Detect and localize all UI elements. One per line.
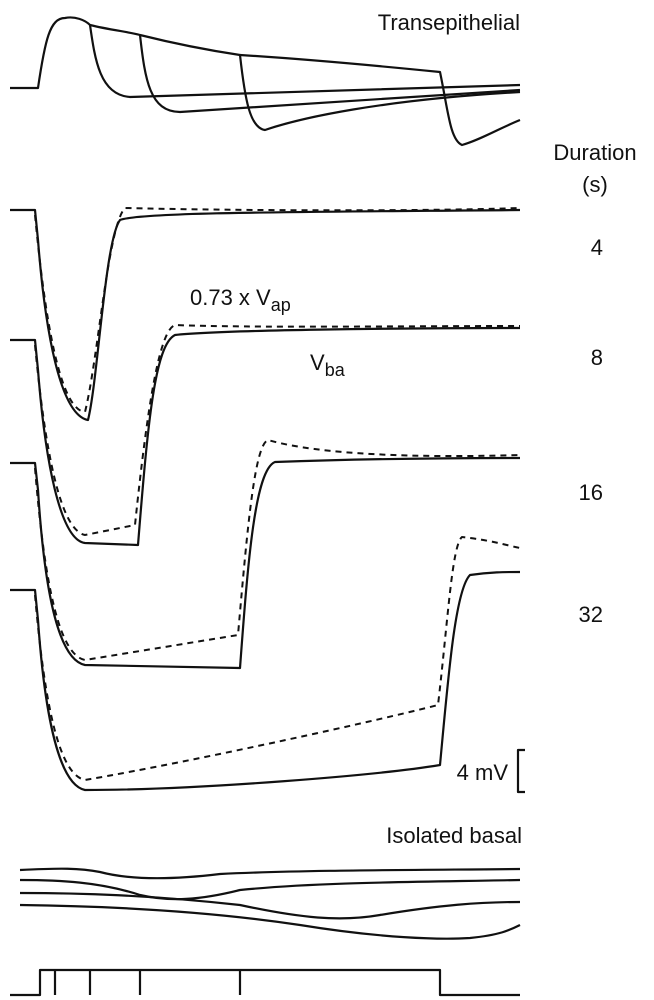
trace: [139, 33, 521, 132]
transepithelial-traces: [10, 16, 521, 147]
trace: [19, 903, 521, 940]
apical-label: 0.73 x Vap: [190, 285, 291, 315]
duration-value: 4: [591, 235, 603, 260]
basal-label: Vba: [310, 350, 346, 380]
trace: [19, 878, 521, 901]
trace: [10, 16, 521, 99]
basal-traces: [19, 867, 521, 940]
duration-label: Duration: [553, 140, 636, 165]
stimulus: [10, 968, 520, 997]
trace: [89, 23, 521, 114]
scale-label: 4 mV: [457, 760, 509, 785]
trace: [10, 208, 521, 422]
duration-value: 32: [579, 602, 603, 627]
duration-unit: (s): [582, 172, 608, 197]
trace: [239, 53, 521, 147]
trace-dashed: [34, 206, 521, 414]
panel-label: Isolated basal: [386, 823, 522, 848]
voltage-traces: [10, 206, 521, 792]
scale-bar: [516, 748, 525, 794]
trace: [19, 867, 521, 880]
trace: [19, 891, 521, 920]
duration-value: 16: [579, 480, 603, 505]
trace: [10, 326, 521, 547]
stimulus-edges: [53, 970, 242, 995]
basal-text: V: [310, 350, 325, 375]
trace: [10, 456, 521, 670]
apical-sub: ap: [271, 295, 291, 315]
apical-text: 0.73 x V: [190, 285, 271, 310]
panel-label: Transepithelial: [378, 10, 520, 35]
trace: [10, 570, 521, 792]
trace-dashed: [34, 323, 521, 537]
stimulus-trace: [10, 968, 520, 997]
trace-dashed: [34, 535, 521, 782]
basal-sub: ba: [325, 360, 346, 380]
duration-value: 8: [591, 345, 603, 370]
trace-dashed: [34, 438, 521, 662]
